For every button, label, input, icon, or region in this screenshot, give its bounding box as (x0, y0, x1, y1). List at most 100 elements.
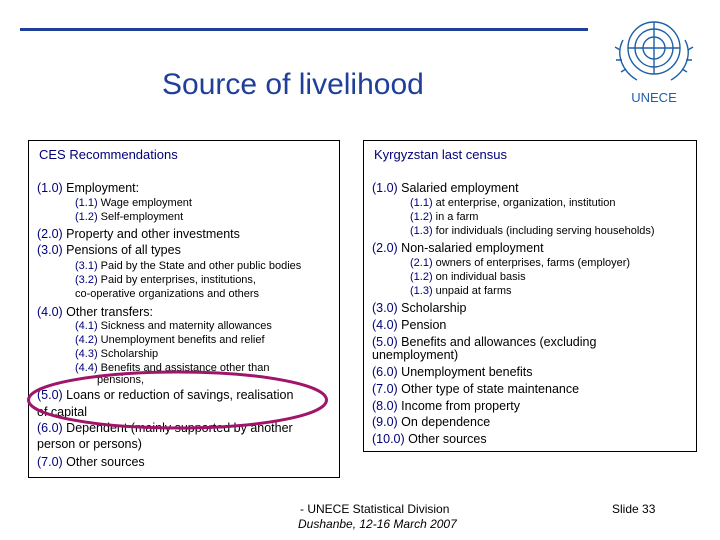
unece-logo-text: UNECE (631, 90, 677, 105)
kyrgyz-item-line: (4.0) Pension (372, 318, 446, 332)
ces-item-text: Paid by enterprises, institutions, (97, 274, 256, 286)
un-wreath-icon (614, 21, 694, 81)
kyrgyz-item-line: (1.0) Salaried employment (372, 181, 519, 195)
kyrgyz-item-number: (7.0) (372, 382, 398, 396)
kyrgyz-item-text: Non-salaried employment (397, 241, 544, 255)
ces-item-line: (1.0) Employment: (37, 181, 139, 195)
kyrgyz-item-text: Pension (397, 318, 447, 332)
kyrgyz-item-line: (10.0) Other sources (372, 432, 487, 446)
ces-item-line: pensions, (97, 374, 144, 386)
ces-item-line: (2.0) Property and other investments (37, 227, 240, 241)
kyrgyz-item-text: Benefits and allowances (excluding (397, 335, 597, 349)
ces-item-number: (6.0) (37, 421, 63, 435)
highlight-oval (27, 370, 328, 430)
kyrgyz-item-number: (5.0) (372, 335, 398, 349)
kyrgyz-item-line: (1.1) at enterprise, organization, insti… (410, 197, 615, 209)
kyrgyz-item-text: Other type of state maintenance (397, 382, 580, 396)
ces-item-line: (4.3) Scholarship (75, 348, 158, 360)
kyrgyz-item-text: unpaid at farms (432, 285, 512, 297)
ces-item-line: (3.2) Paid by enterprises, institutions, (75, 274, 256, 286)
ces-item-number: (4.0) (37, 305, 63, 319)
ces-item-number: (7.0) (37, 455, 63, 469)
kyrgyz-item-number: (8.0) (372, 399, 398, 413)
un-emblem-logo: UNECE (614, 21, 694, 105)
ces-item-number: (3.2) (75, 274, 98, 286)
kyrgyz-item-line: (6.0) Unemployment benefits (372, 365, 533, 379)
ces-item-number: (4.4) (75, 362, 98, 374)
ces-item-text: co-operative organizations and others (75, 288, 260, 300)
ces-item-number: (5.0) (37, 388, 63, 402)
ces-item-text: Employment: (62, 181, 140, 195)
kyrgyz-item-line: (5.0) Benefits and allowances (excluding (372, 335, 596, 349)
kyrgyz-item-text: Other sources (404, 432, 487, 446)
footer-event: Dushanbe, 12-16 March 2007 (298, 517, 457, 531)
kyrgyzstan-heading: Kyrgyzstan last census (374, 147, 507, 162)
ces-recommendations-panel: CES Recommendations (1.0) Employment: (1.… (28, 140, 340, 478)
ces-item-number: (4.1) (75, 320, 98, 332)
ces-item-text: pensions, (97, 374, 145, 386)
kyrgyz-item-text: Scholarship (397, 301, 467, 315)
ces-item-text: Sickness and maternity allowances (97, 320, 272, 332)
ces-item-number: (4.3) (75, 348, 98, 360)
ces-item-line: (4.1) Sickness and maternity allowances (75, 320, 272, 332)
ces-item-line: (4.2) Unemployment benefits and relief (75, 334, 265, 346)
ces-item-text: Wage employment (97, 197, 192, 209)
header-rule (20, 28, 588, 31)
kyrgyz-item-text: Income from property (397, 399, 520, 413)
ces-item-line: (3.0) Pensions of all types (37, 243, 181, 257)
ces-item-text: Paid by the State and other public bodie… (97, 260, 302, 272)
kyrgyz-item-text: unemployment) (372, 348, 459, 362)
ces-item-line: (4.0) Other transfers: (37, 305, 153, 319)
ces-item-text: Scholarship (97, 348, 159, 360)
ces-item-line: person or persons) (37, 437, 142, 451)
ces-item-number: (1.2) (75, 211, 98, 223)
ces-item-number: (3.1) (75, 260, 98, 272)
kyrgyz-item-number: (2.1) (410, 257, 433, 269)
ces-item-number: (2.0) (37, 227, 63, 241)
ces-item-line: (1.1) Wage employment (75, 197, 192, 209)
kyrgyz-item-number: (1.0) (372, 181, 398, 195)
kyrgyz-item-text: for individuals (including serving house… (432, 225, 655, 237)
kyrgyz-item-number: (1.1) (410, 197, 433, 209)
ces-item-text: Unemployment benefits and relief (97, 334, 265, 346)
ces-item-text: Other transfers: (62, 305, 154, 319)
ces-item-line: (5.0) Loans or reduction of savings, rea… (37, 388, 293, 402)
kyrgyz-item-line: (2.0) Non-salaried employment (372, 241, 544, 255)
kyrgyz-item-text: On dependence (397, 415, 491, 429)
ces-item-text: Property and other investments (62, 227, 240, 241)
kyrgyzstan-census-panel: Kyrgyzstan last census (1.0) Salaried em… (363, 140, 697, 452)
kyrgyz-item-number: (3.0) (372, 301, 398, 315)
kyrgyz-item-text: in a farm (432, 211, 479, 223)
ces-item-text: Pensions of all types (62, 243, 181, 257)
ces-item-number: (1.1) (75, 197, 98, 209)
kyrgyz-item-line: unemployment) (372, 348, 458, 362)
ces-item-number: (3.0) (37, 243, 63, 257)
ces-item-number: (1.0) (37, 181, 63, 195)
ces-item-line: (3.1) Paid by the State and other public… (75, 260, 301, 272)
ces-item-text: Loans or reduction of savings, realisati… (62, 388, 294, 402)
kyrgyz-item-line: (3.0) Scholarship (372, 301, 467, 315)
kyrgyz-item-text: Salaried employment (397, 181, 519, 195)
kyrgyz-item-number: (4.0) (372, 318, 398, 332)
ces-item-text: Self-employment (97, 211, 184, 223)
kyrgyz-item-number: (1.3) (410, 285, 433, 297)
ces-item-number: (4.2) (75, 334, 98, 346)
ces-item-text: Benefits and assistance other than (97, 362, 270, 374)
ces-item-line: (7.0) Other sources (37, 455, 145, 469)
kyrgyz-item-number: (6.0) (372, 365, 398, 379)
kyrgyz-item-line: (2.1) owners of enterprises, farms (empl… (410, 257, 630, 269)
ces-item-text: Other sources (62, 455, 145, 469)
footer-organization: - UNECE Statistical Division (300, 502, 450, 516)
kyrgyz-item-number: (1.2) (410, 211, 433, 223)
kyrgyz-item-text: Unemployment benefits (397, 365, 533, 379)
kyrgyz-item-number: (2.0) (372, 241, 398, 255)
kyrgyz-item-line: (9.0) On dependence (372, 415, 490, 429)
kyrgyz-item-text: owners of enterprises, farms (employer) (432, 257, 631, 269)
kyrgyz-item-number: (10.0) (372, 432, 405, 446)
kyrgyz-item-line: (1.3) unpaid at farms (410, 285, 512, 297)
ces-item-line: (4.4) Benefits and assistance other than (75, 362, 269, 374)
kyrgyz-item-line: (1.2) on individual basis (410, 271, 526, 283)
kyrgyz-item-line: (1.2) in a farm (410, 211, 478, 223)
ces-item-text: person or persons) (37, 437, 142, 451)
kyrgyz-item-line: (1.3) for individuals (including serving… (410, 225, 655, 237)
